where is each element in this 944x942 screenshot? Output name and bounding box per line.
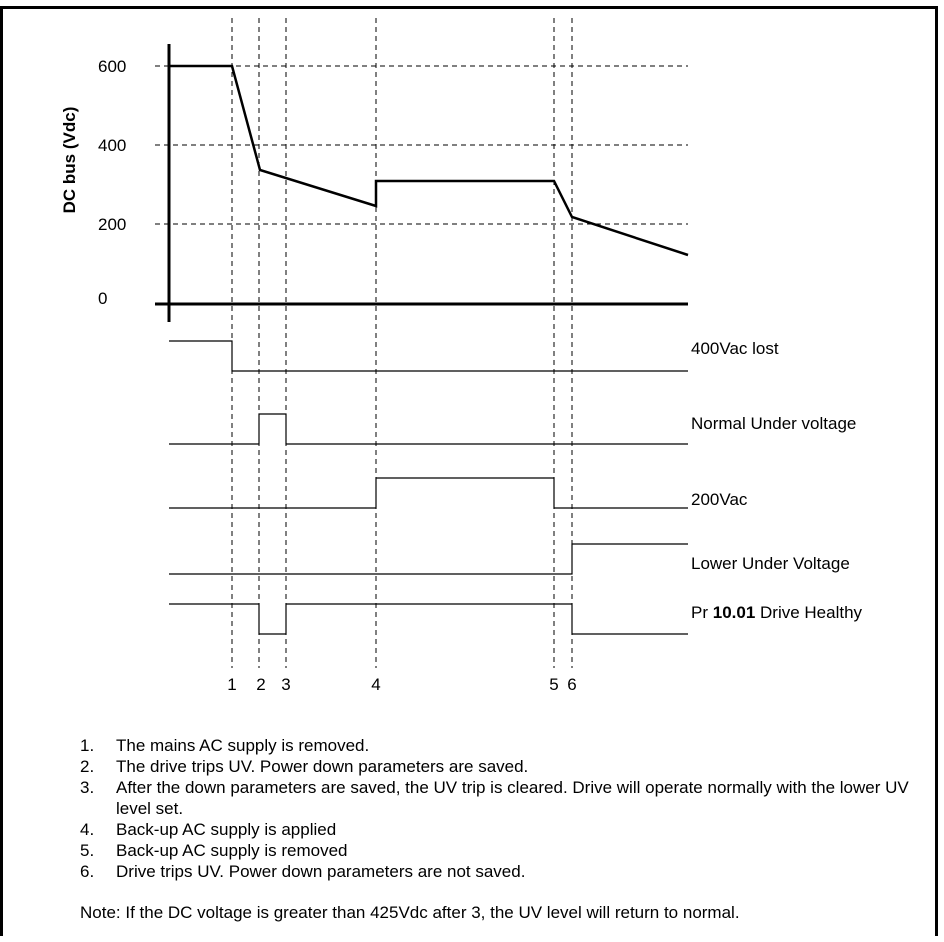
event-marker-1: 1 (227, 675, 236, 694)
footnote: Note: If the DC voltage is greater than … (80, 903, 740, 922)
signal-label-normal-uv: Normal Under voltage (691, 414, 856, 433)
y-tick-0: 0 (98, 289, 107, 308)
event-marker-2: 2 (256, 675, 265, 694)
note-text: Back-up AC supply is removed (116, 841, 348, 860)
event-marker-6: 6 (567, 675, 576, 694)
event-marker-4: 4 (371, 675, 380, 694)
note-number: 5. (80, 841, 95, 860)
note-text: Drive trips UV. Power down parameters ar… (116, 862, 526, 881)
note-item-2: 2. The drive trips UV. Power down paramet… (80, 756, 910, 777)
signal-label-200vac: 200Vac (691, 490, 748, 509)
signal-drive-healthy-trace (169, 603, 688, 635)
signal-400vac-lost-trace (169, 340, 688, 372)
note-item-5: 5. Back-up AC supply is removed (80, 840, 910, 861)
drive-healthy-prefix: Pr (691, 603, 713, 622)
note-item-3: 3. After the down parameters are saved, t… (80, 777, 910, 819)
y-tick-200: 200 (98, 215, 126, 234)
signal-200vac-trace (169, 477, 688, 509)
event-marker-3: 3 (281, 675, 290, 694)
note-number: 2. (80, 757, 95, 776)
note-text: Back-up AC supply is applied (116, 820, 337, 839)
signal-label-400vac-lost: 400Vac lost (691, 339, 779, 358)
drive-healthy-suffix: Drive Healthy (755, 603, 862, 622)
y-tick-600: 600 (98, 57, 126, 76)
signal-label-lower-uv: Lower Under Voltage (691, 554, 850, 573)
y-tick-400: 400 (98, 136, 126, 155)
note-text: After the down parameters are saved, the… (116, 778, 909, 818)
note-item-4: 4. Back-up AC supply is applied (80, 819, 910, 840)
note-number: 3. (80, 778, 95, 797)
signal-normal-uv-trace (169, 413, 688, 445)
figure-frame (0, 6, 938, 936)
note-text: The mains AC supply is removed. (116, 736, 370, 755)
signal-lower-uv-trace (169, 543, 688, 575)
drive-healthy-parameter: 10.01 (713, 603, 756, 622)
note-number: 1. (80, 736, 95, 755)
event-marker-5: 5 (549, 675, 558, 694)
note-item-6: 6. Drive trips UV. Power down parameters … (80, 861, 910, 882)
note-number: 4. (80, 820, 95, 839)
note-text: The drive trips UV. Power down parameter… (116, 757, 529, 776)
dc-bus-trace (169, 64, 689, 257)
note-number: 6. (80, 862, 95, 881)
note-item-1: 1. The mains AC supply is removed. (80, 735, 910, 756)
signal-label-drive-healthy: Pr 10.01 Drive Healthy (691, 603, 863, 622)
notes-list: 1. The mains AC supply is removed. 2. The … (80, 735, 910, 882)
y-axis-label: DC bus (Vdc) (60, 107, 79, 214)
